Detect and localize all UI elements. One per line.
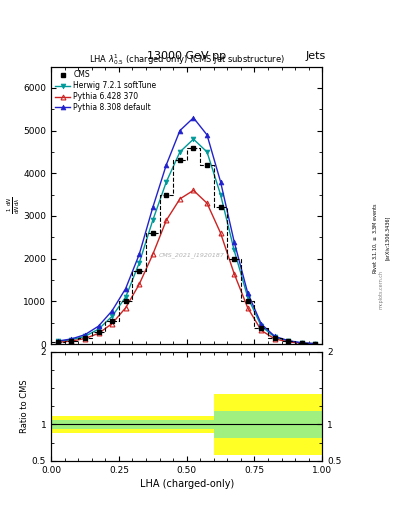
Herwig 7.2.1 softTune bbox=[259, 323, 264, 329]
Text: Jets: Jets bbox=[306, 51, 326, 61]
Pythia 8.308 default bbox=[123, 286, 128, 292]
Legend: CMS, Herwig 7.2.1 softTune, Pythia 6.428 370, Pythia 8.308 default: CMS, Herwig 7.2.1 softTune, Pythia 6.428… bbox=[53, 69, 158, 114]
Text: mcplots.cern.ch: mcplots.cern.ch bbox=[379, 270, 384, 309]
Pythia 8.308 default bbox=[164, 162, 169, 168]
CMS bbox=[96, 329, 101, 335]
CMS bbox=[191, 144, 196, 151]
Pythia 8.308 default bbox=[69, 336, 74, 342]
Herwig 7.2.1 softTune bbox=[55, 338, 60, 345]
Pythia 8.308 default bbox=[83, 332, 87, 338]
Herwig 7.2.1 softTune bbox=[83, 333, 87, 339]
Pythia 6.428 370 bbox=[232, 270, 237, 276]
CMS bbox=[313, 340, 318, 347]
Pythia 6.428 370 bbox=[123, 305, 128, 311]
Herwig 7.2.1 softTune bbox=[178, 149, 182, 155]
Herwig 7.2.1 softTune bbox=[232, 247, 237, 253]
CMS bbox=[232, 255, 237, 262]
Line: Pythia 6.428 370: Pythia 6.428 370 bbox=[55, 188, 318, 346]
Line: Pythia 8.308 default: Pythia 8.308 default bbox=[55, 115, 318, 346]
CMS bbox=[123, 298, 128, 305]
Pythia 6.428 370 bbox=[110, 321, 114, 327]
Herwig 7.2.1 softTune bbox=[137, 260, 141, 266]
CMS bbox=[137, 268, 141, 274]
Herwig 7.2.1 softTune bbox=[69, 337, 74, 343]
Pythia 6.428 370 bbox=[272, 336, 277, 342]
Pythia 8.308 default bbox=[259, 321, 264, 327]
Pythia 8.308 default bbox=[191, 115, 196, 121]
CMS bbox=[286, 338, 291, 345]
Pythia 6.428 370 bbox=[137, 281, 141, 287]
Line: Herwig 7.2.1 softTune: Herwig 7.2.1 softTune bbox=[55, 137, 318, 346]
Text: 13000 GeV pp: 13000 GeV pp bbox=[147, 51, 226, 61]
Herwig 7.2.1 softTune bbox=[299, 340, 304, 346]
Pythia 8.308 default bbox=[272, 333, 277, 339]
CMS bbox=[272, 335, 277, 341]
Title: LHA $\lambda^{1}_{0.5}$ (charged only) (CMS jet substructure): LHA $\lambda^{1}_{0.5}$ (charged only) (… bbox=[89, 52, 285, 67]
CMS bbox=[218, 204, 223, 210]
Pythia 8.308 default bbox=[205, 132, 209, 138]
CMS bbox=[110, 317, 114, 324]
Herwig 7.2.1 softTune bbox=[205, 149, 209, 155]
Pythia 6.428 370 bbox=[313, 340, 318, 347]
Pythia 6.428 370 bbox=[205, 200, 209, 206]
Herwig 7.2.1 softTune bbox=[218, 191, 223, 198]
Pythia 6.428 370 bbox=[299, 340, 304, 346]
Herwig 7.2.1 softTune bbox=[123, 294, 128, 300]
Pythia 6.428 370 bbox=[259, 327, 264, 333]
Pythia 8.308 default bbox=[313, 340, 318, 347]
CMS bbox=[178, 157, 182, 163]
Herwig 7.2.1 softTune bbox=[191, 136, 196, 142]
Herwig 7.2.1 softTune bbox=[286, 338, 291, 344]
Herwig 7.2.1 softTune bbox=[151, 217, 155, 223]
X-axis label: LHA (charged-only): LHA (charged-only) bbox=[140, 479, 234, 489]
Pythia 8.308 default bbox=[55, 338, 60, 344]
Pythia 8.308 default bbox=[218, 179, 223, 185]
Pythia 8.308 default bbox=[151, 204, 155, 210]
CMS bbox=[69, 337, 74, 344]
Pythia 8.308 default bbox=[178, 127, 182, 134]
Pythia 8.308 default bbox=[245, 290, 250, 296]
Pythia 6.428 370 bbox=[286, 339, 291, 345]
CMS bbox=[259, 325, 264, 331]
Pythia 8.308 default bbox=[137, 251, 141, 258]
CMS bbox=[205, 162, 209, 168]
Pythia 6.428 370 bbox=[69, 338, 74, 344]
Pythia 8.308 default bbox=[110, 308, 114, 314]
Text: CMS_2021_I1920187: CMS_2021_I1920187 bbox=[159, 252, 225, 258]
Pythia 6.428 370 bbox=[218, 230, 223, 236]
Pythia 8.308 default bbox=[299, 340, 304, 346]
Pythia 6.428 370 bbox=[83, 335, 87, 342]
Pythia 6.428 370 bbox=[164, 217, 169, 223]
CMS bbox=[299, 340, 304, 346]
Herwig 7.2.1 softTune bbox=[110, 313, 114, 319]
Pythia 6.428 370 bbox=[178, 196, 182, 202]
Pythia 8.308 default bbox=[232, 239, 237, 245]
CMS bbox=[55, 339, 60, 345]
Pythia 6.428 370 bbox=[151, 251, 155, 258]
Herwig 7.2.1 softTune bbox=[245, 294, 250, 300]
Herwig 7.2.1 softTune bbox=[96, 326, 101, 332]
Herwig 7.2.1 softTune bbox=[164, 179, 169, 185]
CMS bbox=[151, 230, 155, 236]
Y-axis label: $\frac{1}{\mathrm{d}N}\frac{\mathrm{d}N}{\mathrm{d}\lambda}$: $\frac{1}{\mathrm{d}N}\frac{\mathrm{d}N}… bbox=[6, 197, 22, 214]
CMS bbox=[164, 191, 169, 198]
CMS bbox=[83, 334, 87, 340]
Pythia 8.308 default bbox=[286, 337, 291, 344]
Pythia 8.308 default bbox=[96, 323, 101, 329]
CMS bbox=[245, 298, 250, 305]
Pythia 6.428 370 bbox=[55, 339, 60, 346]
Pythia 6.428 370 bbox=[96, 330, 101, 336]
Herwig 7.2.1 softTune bbox=[272, 334, 277, 340]
Text: Rivet 3.1.10, $\geq$ 3.3M events: Rivet 3.1.10, $\geq$ 3.3M events bbox=[371, 202, 379, 274]
Pythia 6.428 370 bbox=[245, 305, 250, 311]
Pythia 6.428 370 bbox=[191, 187, 196, 194]
Y-axis label: Ratio to CMS: Ratio to CMS bbox=[20, 379, 29, 433]
Line: CMS: CMS bbox=[56, 146, 317, 346]
Text: [arXiv:1306.3436]: [arXiv:1306.3436] bbox=[385, 216, 389, 260]
Herwig 7.2.1 softTune bbox=[313, 340, 318, 347]
